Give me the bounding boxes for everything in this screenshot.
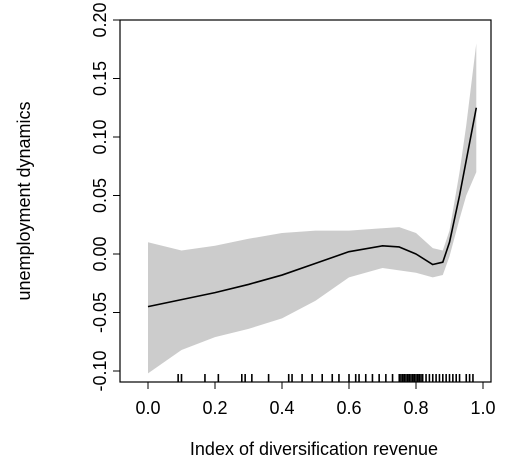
confidence-band bbox=[148, 43, 477, 374]
y-tick-label: 0.20 bbox=[90, 2, 110, 37]
x-tick-label: 0.0 bbox=[135, 398, 160, 418]
smooth-line-layer bbox=[147, 107, 478, 308]
y-tick-label: -0.05 bbox=[90, 292, 110, 333]
x-tick-label: 1.0 bbox=[470, 398, 495, 418]
x-axis: 0.0 0.2 0.4 0.6 0.8 1.0 bbox=[135, 381, 496, 418]
y-tick-label: 0.05 bbox=[90, 178, 110, 213]
y-tick-label: 0.00 bbox=[90, 236, 110, 271]
smooth-line bbox=[147, 107, 478, 308]
y-tick-label: 0.10 bbox=[90, 119, 110, 154]
x-tick-label: 0.2 bbox=[202, 398, 227, 418]
y-axis: -0.10 -0.05 0.00 0.05 0.10 0.15 0.20 bbox=[90, 2, 121, 392]
x-tick-label: 0.4 bbox=[269, 398, 294, 418]
y-tick-label: -0.10 bbox=[90, 350, 110, 391]
x-tick-label: 0.8 bbox=[403, 398, 428, 418]
confidence-band-layer bbox=[148, 43, 477, 374]
x-axis-title: Index of diversification revenue bbox=[190, 439, 438, 459]
y-tick-label: 0.15 bbox=[90, 61, 110, 96]
y-axis-title: unemployment dynamics bbox=[14, 101, 34, 300]
rug-marks bbox=[177, 374, 474, 382]
x-tick-label: 0.6 bbox=[336, 398, 361, 418]
